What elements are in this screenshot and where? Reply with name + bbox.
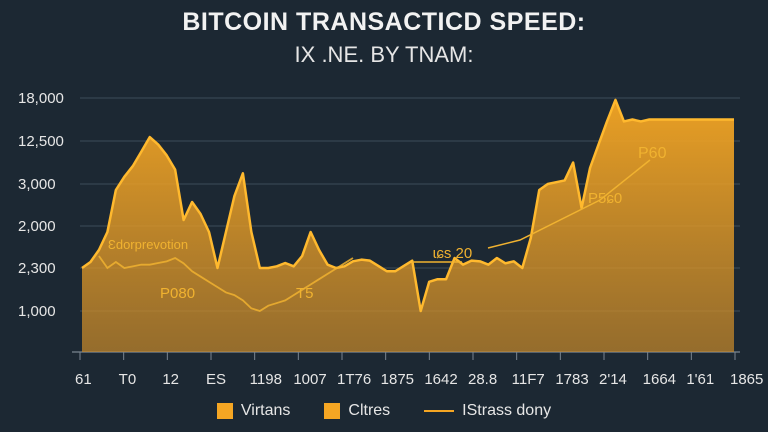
x-tick-label: 1664 [643,371,676,388]
y-tick-label: 12,500 [18,133,64,150]
x-tick-label: 61 [75,371,92,388]
x-tick-label: 2'14 [599,371,627,388]
x-tick-label: 1875 [381,371,414,388]
legend-swatch-cltres [324,403,341,419]
annotation-label: ɩɕs 20 [433,245,472,262]
area-outline [81,98,734,313]
x-tick-label: 12 [162,371,179,388]
x-tick-label: 1642 [424,371,457,388]
line-series [98,255,354,312]
legend-label-cltres: Cltres [348,402,391,419]
legend-item-cltres: Cltres [324,402,390,420]
legend-swatch-stress [424,410,455,412]
annotation-label: T5 [296,285,314,302]
y-tick-label: 3,000 [18,176,56,193]
annotation-label: P5ɕ0 [588,190,622,207]
x-tick-label: ES [206,371,226,388]
x-tick-label: 1198 [250,371,282,388]
legend: Virtans Cltres IStrass dony [0,402,768,420]
x-tick-label: 1865 [730,371,763,388]
y-axis-ticks: 18,000 12,500 3,000 2,000 2,300 1,000 [18,90,64,320]
legend-label-stress: IStrass dony [462,402,552,419]
legend-label-virtans: Virtans [240,402,291,419]
x-tick-label: 1'61 [686,371,714,388]
x-tick-label: 1T76 [337,371,371,388]
stress-line [98,255,354,312]
annotations: P60 P5ɕ0 ɩɕs 20 Ɛdorprevotion P080 T5 [108,145,667,302]
annotation-leader [487,159,651,249]
y-tick-label: 18,000 [18,90,64,107]
x-axis-ticks: 61 T0 12 ES 1198 1007 1T76 1875 1642 28.8 11F7 1783… [75,352,763,388]
x-tick-label: 1783 [555,371,588,388]
annotation-label: Ɛdorprevotion [108,237,188,252]
annotation-label: P60 [638,145,667,162]
chart-subtitle: IX .NE. BY TNAM: [294,42,474,67]
legend-swatch-virtans [216,403,233,419]
y-tick-label: 1,000 [18,303,56,320]
area-series [81,98,734,352]
annotation-label: P080 [160,285,195,302]
legend-item-stress: IStrass dony [424,402,551,420]
y-tick-label: 2,000 [18,218,56,235]
x-tick-label: T0 [119,371,137,388]
x-tick-label: 11F7 [512,371,545,388]
chart-title: BITCOIN TRANSACTICD SPEED: [182,8,586,36]
area-fill [82,99,734,352]
x-tick-label: 28.8 [468,371,497,388]
y-tick-label: 2,300 [18,260,56,277]
legend-item-virtans: Virtans [216,402,291,420]
x-tick-label: 1007 [293,371,326,388]
